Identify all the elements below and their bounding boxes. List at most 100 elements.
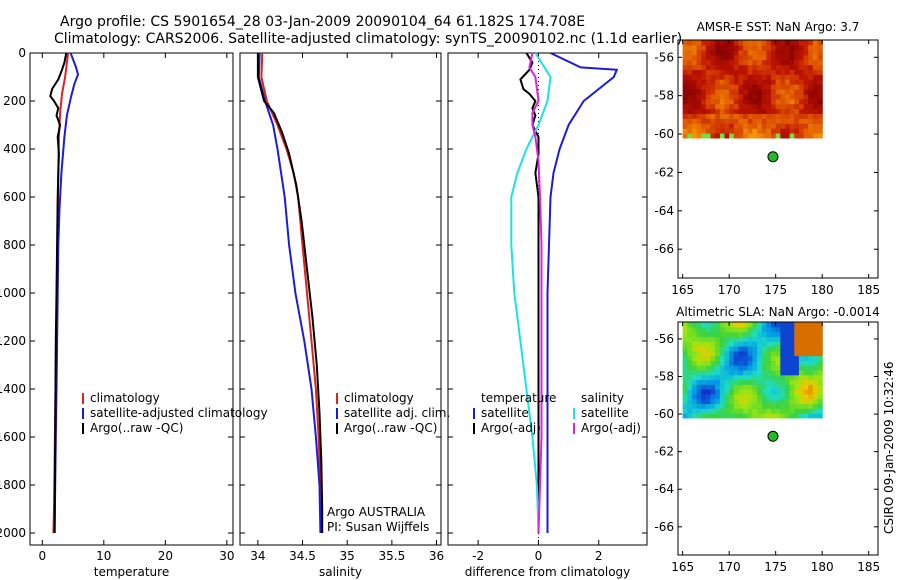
map-cell xyxy=(771,40,777,46)
map-cell xyxy=(780,350,786,357)
map-cell xyxy=(808,365,814,371)
map-cell xyxy=(817,379,823,385)
map-cell xyxy=(784,398,791,405)
map-cell xyxy=(789,374,795,381)
map-cell xyxy=(794,384,800,390)
map-cell xyxy=(780,355,786,361)
map-cell xyxy=(803,118,809,124)
map-cell xyxy=(715,355,721,361)
map-cell xyxy=(752,379,758,385)
map-cell xyxy=(687,413,693,419)
map-cell xyxy=(789,88,795,95)
map-cell xyxy=(719,54,726,61)
map-cell xyxy=(780,93,786,100)
map-cell xyxy=(682,74,688,80)
map-cell xyxy=(724,84,730,90)
map-cell xyxy=(719,128,726,134)
map-cell xyxy=(705,49,712,56)
map-cell xyxy=(794,103,800,110)
x-tick-label: -2 xyxy=(472,549,484,563)
map-cell xyxy=(817,103,823,110)
map-cell xyxy=(798,40,805,46)
map-cell xyxy=(687,350,693,357)
map-cell xyxy=(715,413,721,419)
map-cell xyxy=(705,374,712,381)
map-cell xyxy=(798,88,805,95)
map-cell xyxy=(766,88,772,95)
map-cell xyxy=(817,360,823,366)
map-cell xyxy=(766,118,772,124)
map-cell xyxy=(724,403,730,409)
map-cell xyxy=(738,54,744,61)
map-cell xyxy=(798,341,805,347)
map-cell xyxy=(775,49,781,56)
map-cell xyxy=(682,98,688,105)
map-cell xyxy=(682,408,688,414)
legend-label: climatology xyxy=(344,391,414,405)
map-cell xyxy=(715,84,721,90)
map-cell xyxy=(757,98,763,105)
map-cell xyxy=(761,350,767,357)
map-cell xyxy=(812,88,819,95)
map-cell xyxy=(738,336,744,342)
map-cell xyxy=(757,54,763,61)
map-cell xyxy=(710,118,716,124)
map-cell xyxy=(761,132,767,139)
map-cell xyxy=(729,59,735,66)
map-cell xyxy=(812,103,819,110)
map-cell xyxy=(705,69,712,75)
map-cell xyxy=(743,132,749,139)
map-cell xyxy=(719,69,726,75)
map-cell xyxy=(812,403,819,409)
map-cell xyxy=(817,44,823,51)
map-cell xyxy=(780,379,786,385)
map-cell xyxy=(719,369,726,376)
chart-panels: 0102030020040060080010001200140016001800… xyxy=(0,20,880,579)
map-cell xyxy=(757,59,763,66)
x-tick-label: 180 xyxy=(811,560,834,574)
map-cell xyxy=(733,341,740,347)
map-cell xyxy=(771,413,777,419)
map-cell xyxy=(812,54,819,61)
map-cell xyxy=(771,389,777,395)
map-cell xyxy=(682,84,688,90)
map-cell xyxy=(752,108,758,115)
y-tick-label: -56 xyxy=(654,332,674,346)
map-cell xyxy=(812,336,819,342)
x-tick-label: 175 xyxy=(764,560,787,574)
map-cell xyxy=(710,374,716,381)
map-cell xyxy=(696,108,702,115)
map-cell xyxy=(696,350,702,357)
map-cell xyxy=(682,393,688,400)
map-cell xyxy=(687,389,693,395)
map-cell xyxy=(757,69,763,75)
map-cell xyxy=(789,369,795,376)
map-cell xyxy=(696,49,702,56)
map-cell xyxy=(687,84,693,90)
map-cell xyxy=(696,398,702,405)
map-cell xyxy=(696,98,702,105)
map-cell xyxy=(687,374,693,381)
map-cell xyxy=(687,322,693,328)
map-cell xyxy=(719,403,726,409)
map-cell xyxy=(798,69,805,75)
map-cell xyxy=(719,40,726,46)
map-cell xyxy=(752,118,758,124)
map-cell xyxy=(789,355,795,361)
map-cell xyxy=(701,123,707,129)
map-cell xyxy=(705,393,712,400)
map-cell xyxy=(798,365,805,371)
map-cell xyxy=(724,326,730,333)
map-cell xyxy=(775,54,781,61)
map-cell xyxy=(803,103,809,110)
map-cell xyxy=(784,74,791,80)
map-cell xyxy=(757,74,763,80)
map-cell xyxy=(766,374,772,381)
map-cell xyxy=(743,360,749,366)
map-cell xyxy=(696,74,702,80)
map-cell xyxy=(682,360,688,366)
map-cell xyxy=(743,49,749,56)
map-cell xyxy=(719,49,726,56)
map-cell xyxy=(715,40,721,46)
map-cell xyxy=(710,132,716,139)
